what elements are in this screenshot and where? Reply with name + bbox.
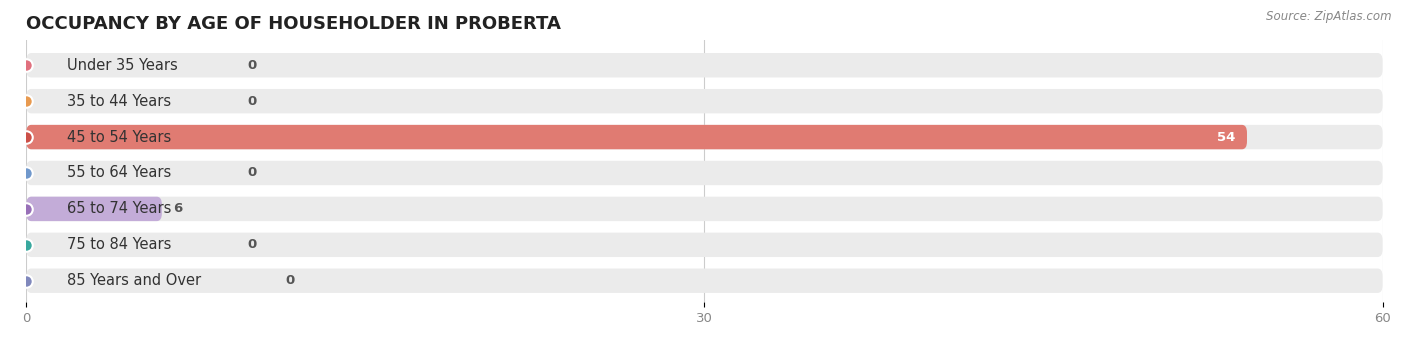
Text: 65 to 74 Years: 65 to 74 Years <box>67 201 172 216</box>
Text: 0: 0 <box>247 238 257 251</box>
FancyBboxPatch shape <box>27 53 1382 78</box>
Text: 45 to 54 Years: 45 to 54 Years <box>67 130 172 144</box>
FancyBboxPatch shape <box>27 125 1382 149</box>
FancyBboxPatch shape <box>27 197 1382 221</box>
Text: 0: 0 <box>247 59 257 72</box>
Text: 0: 0 <box>285 274 294 287</box>
FancyBboxPatch shape <box>27 161 1382 185</box>
FancyBboxPatch shape <box>27 125 1247 149</box>
Text: Source: ZipAtlas.com: Source: ZipAtlas.com <box>1267 10 1392 23</box>
FancyBboxPatch shape <box>27 233 1382 257</box>
Text: 55 to 64 Years: 55 to 64 Years <box>67 166 172 181</box>
Text: OCCUPANCY BY AGE OF HOUSEHOLDER IN PROBERTA: OCCUPANCY BY AGE OF HOUSEHOLDER IN PROBE… <box>27 15 561 33</box>
Text: 0: 0 <box>247 167 257 180</box>
FancyBboxPatch shape <box>27 197 162 221</box>
Text: 0: 0 <box>247 95 257 108</box>
FancyBboxPatch shape <box>27 89 1382 113</box>
Text: 54: 54 <box>1218 131 1236 143</box>
Text: Under 35 Years: Under 35 Years <box>67 58 177 73</box>
FancyBboxPatch shape <box>27 269 1382 293</box>
Text: 85 Years and Over: 85 Years and Over <box>67 273 201 288</box>
Text: 75 to 84 Years: 75 to 84 Years <box>67 237 172 252</box>
Text: 6: 6 <box>173 202 183 216</box>
Text: 35 to 44 Years: 35 to 44 Years <box>67 94 172 109</box>
